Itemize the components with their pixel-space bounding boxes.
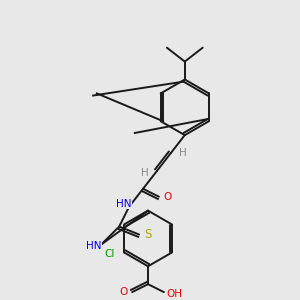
- Text: O: O: [119, 287, 127, 297]
- Text: HN: HN: [116, 199, 132, 209]
- Text: Cl: Cl: [105, 249, 115, 260]
- Text: HN: HN: [85, 242, 101, 251]
- Text: H: H: [141, 168, 149, 178]
- Text: O: O: [164, 192, 172, 202]
- Text: S: S: [144, 228, 152, 241]
- Text: OH: OH: [167, 289, 183, 299]
- Text: H: H: [179, 148, 187, 158]
